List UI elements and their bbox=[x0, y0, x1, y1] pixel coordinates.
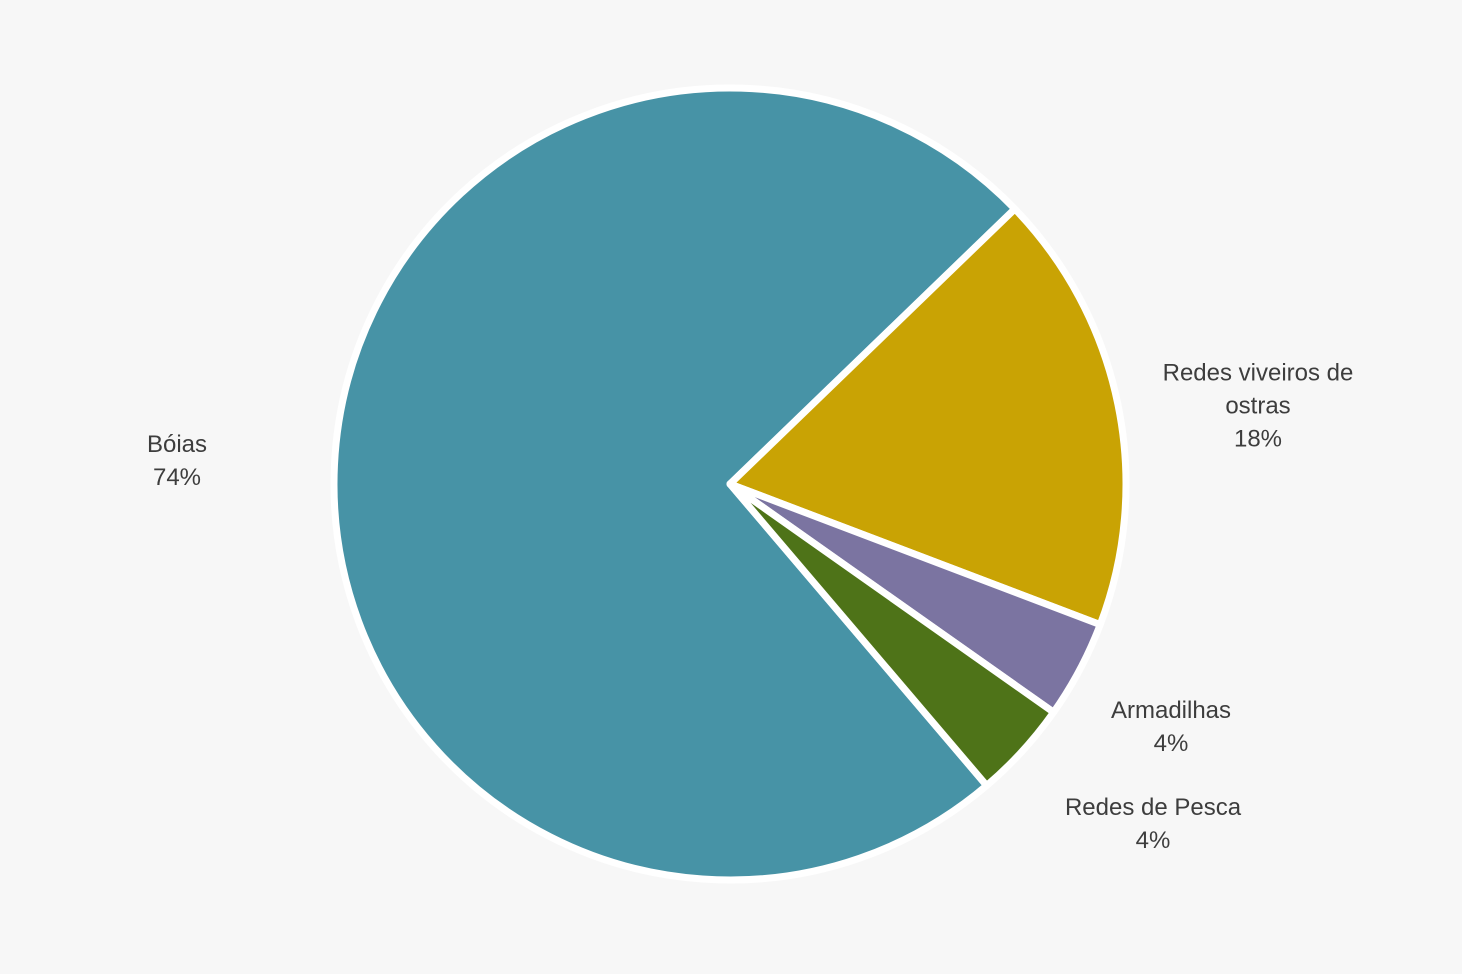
pie-label-redes-viveiros-name-line1: Redes viveiros de bbox=[1162, 359, 1354, 387]
pie-label-redes-pesca-pct: 4% bbox=[1135, 827, 1171, 854]
pie-slice-redes-de-pesca bbox=[726, 480, 1058, 790]
pie-slice-b-ias bbox=[330, 84, 1019, 884]
pie-label-redes-viveiros-name-line2: ostras bbox=[1225, 392, 1291, 420]
pie-label-redes-viveiros-pct: 18% bbox=[1233, 425, 1283, 453]
pie-label-boias-name: Bóias bbox=[146, 431, 208, 458]
pie-label-armadilhas-pct: 4% bbox=[1153, 730, 1189, 757]
pie-label-boias-pct: 74% bbox=[152, 464, 202, 491]
pie-label-armadilhas-name: Armadilhas bbox=[1110, 697, 1232, 724]
pie-label-boias: Bóias 74% bbox=[147, 428, 207, 494]
pie-label-redes-viveiros: Redes viveiros de ostras 18% bbox=[1163, 357, 1354, 456]
pie-label-armadilhas: Armadilhas 4% bbox=[1111, 694, 1231, 760]
pie-label-redes-pesca-name: Redes de Pesca bbox=[1064, 794, 1242, 821]
pie-label-redes-pesca: Redes de Pesca 4% bbox=[1065, 791, 1241, 857]
